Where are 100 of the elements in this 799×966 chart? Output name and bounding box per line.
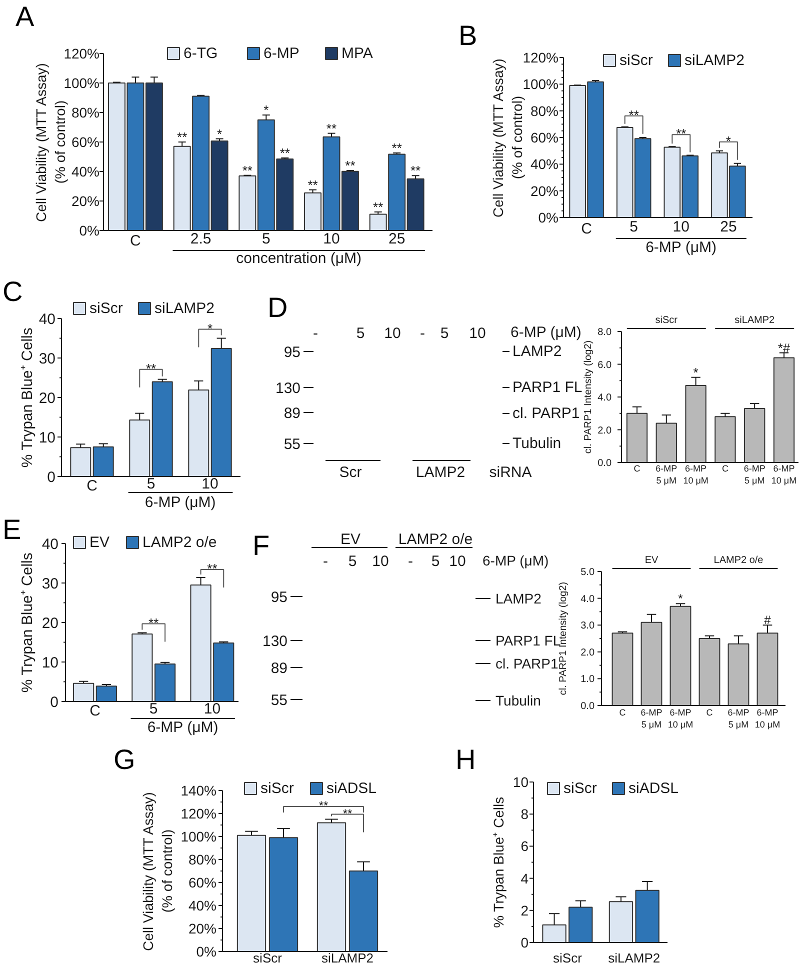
x-tick-label: 10 [672, 218, 690, 236]
text: D [268, 292, 288, 323]
bar [70, 447, 92, 477]
x-tick-label: 5 [630, 218, 638, 236]
text: siScr [655, 315, 678, 326]
text: 89 [270, 660, 288, 677]
text: LAMP2 [496, 590, 542, 606]
x-tick-label: 5 [149, 700, 158, 718]
x-tick-label: 6-MP 5 μM [744, 464, 766, 486]
legend-label: 6-TG [184, 45, 218, 62]
x-axis-title: concentration (μM) [236, 250, 362, 267]
bar [348, 870, 378, 952]
text: LAMP2 o/e [714, 555, 764, 566]
y-tick-label: 40% [188, 898, 217, 914]
text: Tubulin [512, 435, 562, 452]
annotation: * [207, 320, 213, 336]
y-tick-label: 4.0 [580, 594, 595, 605]
bar [210, 348, 232, 477]
y-tick-label: 6 [520, 838, 529, 854]
data-label: * [693, 364, 698, 380]
chart-title: H [456, 744, 476, 775]
legend-label: siLAMP2 [154, 300, 215, 317]
text: 95 [270, 589, 288, 606]
bar [756, 632, 778, 706]
x-tick-label: 6-MP 5 μM [656, 464, 678, 486]
x-axis-title: 6-MP (μM) [144, 494, 216, 511]
data-label: ** [242, 162, 252, 178]
text: siRNA [489, 464, 532, 481]
y-tick-label: 0% [538, 210, 558, 226]
y-tick-label: 120% [180, 806, 217, 822]
text: 10 [372, 553, 389, 570]
data-label: ** [280, 145, 290, 160]
y-tick-label: 40 [38, 311, 56, 328]
data-label: ** [373, 199, 384, 214]
x-tick-label: siScr [553, 950, 583, 966]
data-label: * [678, 592, 684, 606]
x-tick-label: 5 [146, 476, 156, 492]
text: 89 [284, 405, 301, 422]
bar [635, 890, 660, 943]
text: - [313, 325, 318, 342]
annotation: ** [207, 560, 218, 576]
annotation: * [726, 133, 731, 148]
y-tick-label: 4 [520, 870, 529, 886]
data-label: ** [326, 120, 337, 136]
annotation: ** [676, 126, 686, 142]
bar [188, 389, 210, 477]
y-tick-label: 80% [188, 852, 217, 868]
y-tick-label: 80% [71, 104, 100, 120]
y-tick-label: 0.0 [598, 458, 612, 469]
data-label: ** [345, 158, 356, 173]
text: Scr [339, 464, 362, 481]
text: 6-MP (μM) [510, 324, 582, 341]
text: - [420, 325, 425, 342]
x-tick-label: 6-MP 10 μM [668, 708, 694, 730]
y-tick-label: 0 [50, 694, 58, 711]
y-tick-label: 8 [520, 806, 529, 822]
data-label: * [264, 102, 269, 118]
x-axis-title: 6-MP (μM) [646, 239, 716, 256]
text: cl. PARP1 [512, 405, 580, 422]
data-label: *# [778, 340, 791, 356]
annotation: ** [148, 615, 159, 630]
text: 95 [284, 344, 301, 361]
legend-label: 6-MP [264, 45, 300, 62]
x-tick-label: 2.5 [190, 230, 212, 248]
legend-label: siADSL [326, 780, 377, 797]
y-tick-label: 60% [530, 130, 559, 146]
x-tick-label: C [634, 464, 641, 474]
y-tick-label: 2.0 [580, 647, 595, 658]
legend-label: EV [90, 534, 110, 551]
bar [73, 682, 94, 702]
text: EV [644, 555, 658, 566]
y-tick-label: 10 [512, 774, 529, 790]
y-tick-label: 80% [530, 102, 559, 119]
y-tick-label: 30 [38, 350, 56, 368]
chart-title: B [458, 20, 478, 51]
chart-title: C [2, 276, 23, 307]
y-tick-label: 140% [180, 782, 217, 798]
x-axis-title: 6-MP (μM) [147, 719, 218, 736]
y-tick-label: 60% [188, 874, 217, 890]
text: 130 [262, 633, 288, 650]
y-tick-label: 120% [522, 50, 559, 66]
text: EV [340, 531, 361, 548]
y-tick-label: 6.0 [598, 360, 612, 371]
legend-label: MPA [342, 45, 373, 62]
text: 55 [270, 692, 288, 709]
text: 5 [348, 553, 357, 570]
x-tick-label: C [130, 232, 142, 250]
data-label: ** [392, 140, 402, 156]
y-axis-title: % Trypan Blue⁺ Cells [490, 796, 506, 928]
y-tick-label: 20 [42, 615, 59, 632]
bar [268, 837, 298, 952]
chart-title: G [114, 744, 136, 775]
bar [640, 622, 662, 706]
x-tick-label: 6-MP 10 μM [754, 708, 780, 730]
bar [608, 901, 634, 943]
text: 6-MP (μM) [482, 552, 549, 568]
text: Tubulin [496, 692, 541, 708]
x-tick-label: C [581, 220, 592, 238]
legend-label: LAMP2 o/e [142, 534, 217, 551]
y-tick-label: 2.0 [598, 425, 612, 436]
